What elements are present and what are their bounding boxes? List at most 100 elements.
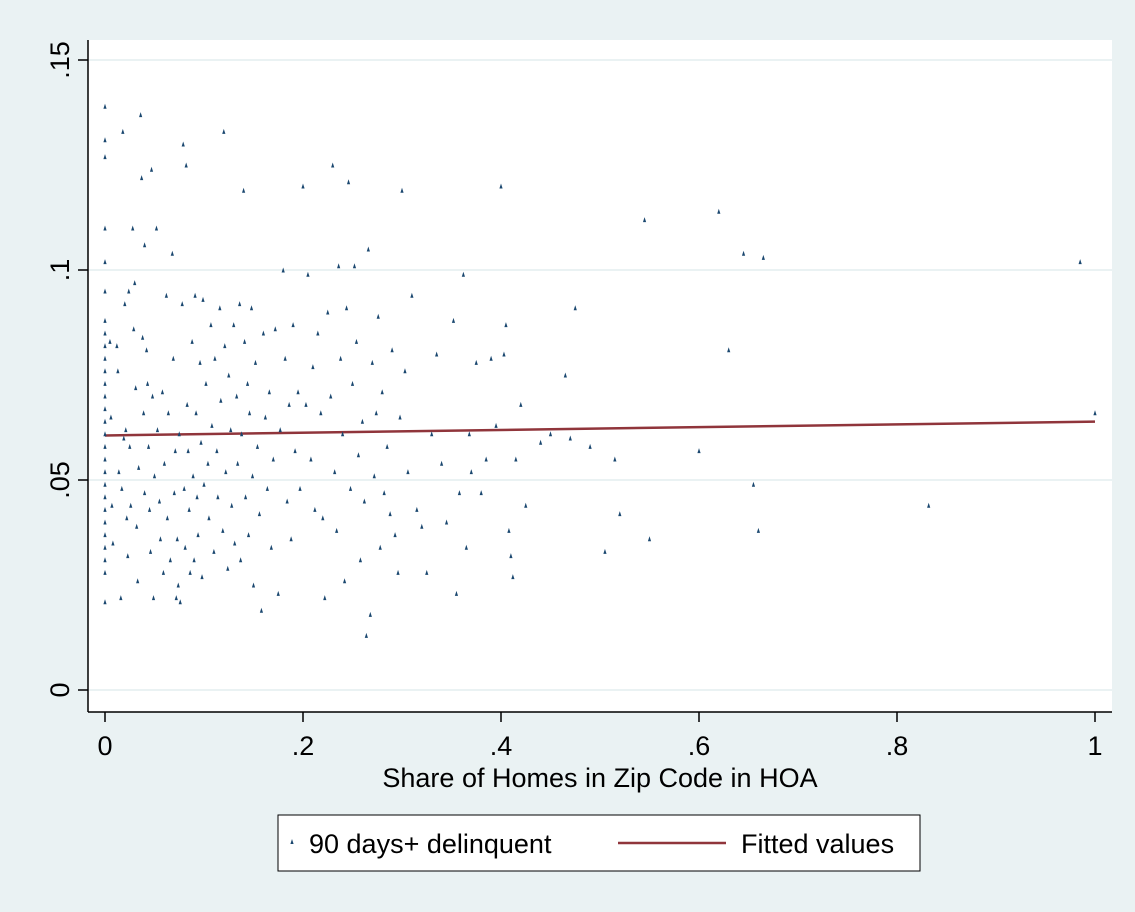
data-point	[240, 431, 244, 437]
data-point	[484, 456, 488, 462]
data-point	[115, 343, 119, 349]
data-point	[370, 359, 374, 365]
data-point	[229, 427, 233, 433]
data-point	[103, 317, 107, 323]
data-point	[121, 128, 125, 134]
data-point	[218, 305, 222, 311]
data-point	[751, 481, 756, 487]
data-point	[147, 506, 152, 512]
data-point	[132, 326, 136, 332]
data-point	[398, 414, 402, 420]
y-tick-label: 0	[45, 682, 75, 697]
data-point	[212, 548, 216, 554]
data-point	[538, 439, 543, 445]
data-point	[171, 355, 175, 361]
data-point	[191, 473, 195, 479]
data-point	[354, 338, 359, 344]
data-point	[143, 242, 147, 248]
x-axis-label: Share of Homes in Zip Code in HOA	[382, 763, 817, 793]
data-point	[339, 355, 343, 361]
data-point	[255, 443, 260, 449]
data-point	[415, 506, 419, 512]
data-point	[103, 380, 107, 386]
data-point	[563, 372, 567, 378]
data-point	[479, 490, 483, 496]
data-point	[346, 179, 351, 185]
data-point	[289, 536, 293, 542]
data-point	[251, 582, 256, 588]
data-point	[170, 250, 174, 256]
data-point	[201, 296, 205, 302]
data-point	[265, 485, 269, 491]
data-point	[103, 288, 107, 294]
data-point	[293, 448, 297, 454]
data-point	[141, 334, 145, 340]
data-point	[103, 443, 107, 449]
data-point	[647, 536, 652, 542]
data-point	[341, 431, 345, 437]
data-point	[618, 511, 622, 517]
data-point	[440, 460, 444, 466]
data-point	[103, 154, 107, 160]
data-point	[697, 448, 701, 454]
data-point	[235, 393, 239, 399]
data-point	[507, 527, 511, 533]
data-point	[136, 578, 140, 584]
data-point	[362, 498, 366, 504]
data-point	[259, 607, 264, 613]
data-point	[245, 380, 250, 386]
data-point	[253, 359, 258, 365]
data-point	[242, 187, 246, 193]
data-point	[451, 317, 456, 323]
data-point	[103, 569, 107, 575]
data-point	[511, 574, 515, 580]
data-point	[188, 569, 192, 575]
data-point	[178, 599, 182, 605]
data-point	[494, 422, 498, 428]
data-point	[390, 347, 394, 353]
data-point	[388, 511, 392, 517]
data-point	[117, 469, 121, 475]
data-point	[103, 532, 107, 538]
data-point	[103, 506, 107, 512]
data-point	[519, 401, 523, 407]
data-point	[326, 309, 330, 315]
data-point	[103, 406, 107, 412]
data-point	[152, 473, 157, 479]
data-point	[103, 418, 107, 424]
data-point	[103, 103, 107, 109]
data-point	[103, 355, 107, 361]
data-point	[385, 443, 389, 449]
data-point	[323, 595, 327, 601]
data-point	[717, 208, 721, 214]
y-tick-label: .05	[45, 461, 75, 499]
data-point	[126, 553, 130, 559]
data-point	[514, 456, 518, 462]
data-point	[242, 338, 247, 344]
data-point	[382, 490, 386, 496]
data-point	[103, 393, 107, 399]
data-point	[298, 485, 302, 491]
data-point	[198, 359, 202, 365]
data-point	[257, 511, 262, 517]
legend-label-fit: Fitted values	[741, 829, 894, 859]
data-point	[499, 183, 503, 189]
data-point	[311, 364, 315, 370]
data-point	[206, 460, 210, 466]
data-point	[236, 460, 240, 466]
legend-box	[277, 814, 921, 872]
data-point	[119, 595, 123, 601]
data-point	[162, 460, 166, 466]
data-point	[175, 536, 179, 542]
data-point	[249, 305, 254, 311]
data-point	[573, 305, 577, 311]
data-point	[219, 397, 223, 403]
data-point	[109, 414, 113, 420]
data-point	[223, 343, 227, 349]
x-tick-label: .6	[688, 731, 711, 761]
data-point	[122, 435, 126, 441]
data-point	[291, 322, 295, 328]
data-point	[151, 595, 156, 601]
data-point	[301, 183, 305, 189]
